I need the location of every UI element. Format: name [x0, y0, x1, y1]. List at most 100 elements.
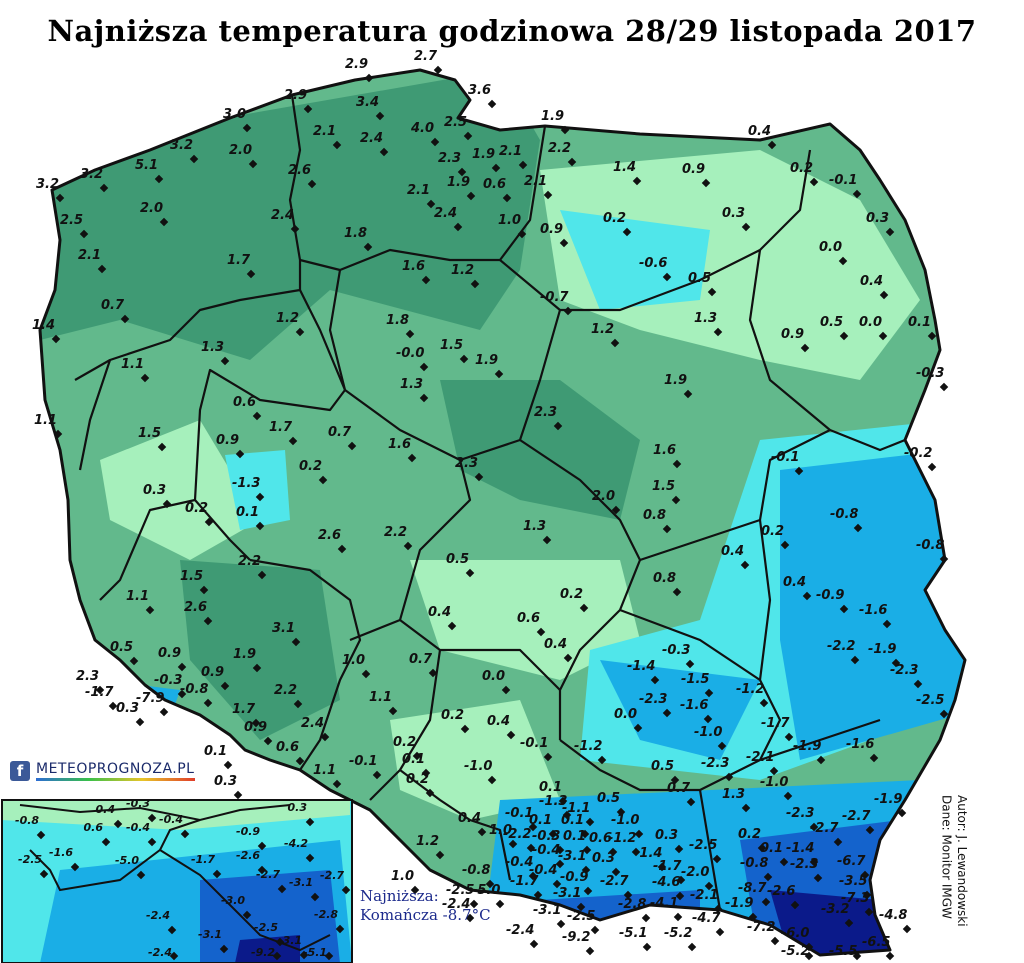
station-marker	[783, 791, 793, 801]
station-value: 0.5	[820, 315, 844, 330]
station-marker	[939, 382, 949, 392]
station-value: 0.0	[859, 315, 883, 330]
station-marker	[562, 810, 572, 820]
station-value: 1.8	[386, 313, 410, 328]
station-value: -3.1	[278, 934, 303, 947]
voivodeship-border	[193, 289, 347, 561]
station-value: 0.6	[483, 177, 507, 192]
station-value: 1.9	[472, 147, 496, 162]
station-marker	[939, 554, 949, 564]
station-value: 2.3	[438, 151, 462, 166]
station-value: 0.2	[560, 587, 584, 602]
station-value: 0.1	[561, 813, 585, 828]
station-value: 3.2	[170, 138, 194, 153]
station-marker	[120, 314, 130, 324]
station-value: 2.4	[360, 131, 384, 146]
station-value: 1.8	[344, 226, 368, 241]
station-value: 1.5	[138, 426, 162, 441]
station-marker	[869, 753, 879, 763]
station-marker	[563, 653, 573, 663]
station-value: -1.7	[653, 859, 682, 874]
station-marker	[902, 924, 912, 934]
station-marker	[813, 873, 823, 883]
station-marker	[548, 829, 558, 839]
station-value: -7.3	[841, 891, 870, 906]
station-value: -2.5	[689, 838, 718, 853]
station-value: -7.2	[747, 920, 776, 935]
map-title: Najniższa temperatura godzinowa 28/29 li…	[47, 14, 977, 48]
station-marker	[650, 675, 660, 685]
station-value: 0.1	[760, 841, 784, 856]
station-value: -1.2	[574, 739, 603, 754]
station-value: 2.4	[271, 208, 295, 223]
station-marker	[419, 393, 429, 403]
station-value: 0.8	[643, 508, 667, 523]
station-marker	[135, 717, 145, 727]
station-value: -2.8	[314, 908, 339, 921]
station-value: -8.7	[738, 881, 767, 896]
country-border	[38, 68, 967, 957]
site-brand[interactable]: METEOPROGNOZA.PL	[36, 761, 195, 781]
station-marker	[465, 913, 475, 923]
station-marker	[860, 870, 870, 880]
facebook-icon[interactable]: f	[10, 761, 30, 781]
station-marker	[275, 937, 285, 947]
station-value: -3.5	[839, 874, 868, 889]
station-value: 1.0	[391, 869, 415, 884]
station-value: 2.5	[60, 213, 84, 228]
station-value: 0.1	[204, 744, 228, 759]
station-marker	[335, 924, 345, 934]
minimum-legend: Najniższa: Komańcza -8.7°C	[360, 887, 491, 925]
station-marker	[305, 853, 315, 863]
station-marker	[610, 338, 620, 348]
station-value: -1.4	[634, 846, 663, 861]
station-value: 0.6	[517, 611, 541, 626]
voivodeship-border	[99, 498, 196, 601]
station-marker	[248, 159, 258, 169]
station-value: 2.6	[288, 163, 312, 178]
station-marker	[864, 907, 874, 917]
station-value: -5.5	[829, 944, 858, 959]
station-value: -0.1	[771, 450, 800, 465]
station-value: -2.5	[18, 853, 43, 866]
station-marker	[790, 900, 800, 910]
station-value: -6.5	[862, 935, 891, 950]
station-marker	[421, 275, 431, 285]
station-marker	[465, 568, 475, 578]
site-logo[interactable]: f METEOPROGNOZA.PL	[10, 760, 195, 782]
station-value: 2.9	[284, 88, 308, 103]
station-marker	[288, 436, 298, 446]
station-marker	[794, 466, 804, 476]
station-marker	[673, 912, 683, 922]
station-value: -0.4	[532, 843, 561, 858]
station-marker	[780, 540, 790, 550]
station-value: 2.4	[434, 206, 458, 221]
station-marker	[320, 732, 330, 742]
station-marker	[809, 822, 819, 832]
station-marker	[662, 524, 672, 534]
station-marker	[555, 859, 565, 869]
station-value: 1.0	[342, 653, 366, 668]
station-marker	[633, 723, 643, 733]
station-marker	[290, 224, 300, 234]
station-value: -0.3	[154, 673, 183, 688]
station-marker	[307, 179, 317, 189]
station-marker	[852, 951, 862, 961]
station-value: 0.6	[83, 821, 104, 834]
station-value: 0.9	[244, 720, 268, 735]
station-value: 0.3	[143, 483, 167, 498]
station-marker	[162, 499, 172, 509]
station-marker	[403, 541, 413, 551]
station-value: 1.3	[523, 519, 547, 534]
station-marker	[372, 770, 382, 780]
station-marker	[543, 752, 553, 762]
station-marker	[379, 147, 389, 157]
station-value: 0.4	[544, 637, 568, 652]
station-value: -0.6	[639, 256, 668, 271]
station-marker	[332, 140, 342, 150]
voivodeship-border	[399, 769, 512, 881]
station-value: -0.1	[520, 736, 549, 751]
station-marker	[724, 772, 734, 782]
station-value: 1.0	[498, 213, 522, 228]
